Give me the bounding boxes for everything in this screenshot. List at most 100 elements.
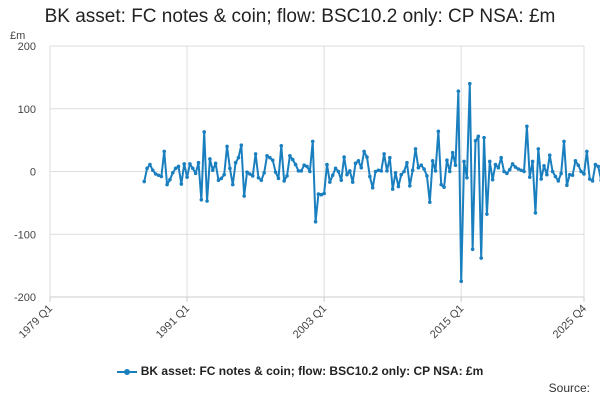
data-point [165,182,169,187]
y-tick-label: -200 [14,292,36,304]
data-point [450,150,455,155]
data-point [336,169,341,174]
y-tick-label: 100 [18,104,36,116]
data-point [362,149,366,154]
data-point [148,162,152,167]
data-point [476,134,481,139]
data-point [199,197,204,202]
data-point [462,159,466,164]
data-point [225,144,229,149]
data-point [342,155,346,159]
data-point [550,169,555,174]
data-point [359,165,364,170]
legend[interactable]: BK asset: FC notes & coin; flow: BSC10.2… [0,364,600,378]
data-point [145,166,149,171]
data-point [513,165,518,169]
data-point [248,172,252,176]
data-point [365,155,369,159]
data-point [296,169,301,173]
data-point [576,163,581,168]
data-point [185,175,189,179]
data-point [559,171,563,176]
data-point [256,175,261,180]
series-group [142,81,600,284]
data-point [293,162,298,167]
data-point [176,164,181,169]
data-point [573,159,578,163]
data-point [496,165,501,170]
data-point [159,174,164,179]
data-point [525,124,529,129]
data-point [510,162,515,166]
data-point [368,174,372,179]
data-point [430,159,435,163]
data-point [428,200,432,205]
data-point [259,178,264,183]
data-point [570,173,575,178]
data-point [590,179,595,183]
data-point [313,219,318,224]
data-point [416,165,421,170]
data-point [151,168,155,173]
x-tick-label: 2003 Q1 [291,303,329,341]
data-point [285,174,289,178]
data-point [499,155,503,160]
data-point [345,172,349,177]
data-point [196,160,201,165]
data-point [325,162,329,167]
data-point [593,162,598,167]
data-point [290,157,295,162]
data-point [473,138,478,143]
data-point [425,174,429,178]
data-point [408,184,412,188]
data-point [507,167,512,172]
data-point [382,152,386,156]
data-point [370,186,375,190]
data-point [250,174,255,178]
data-point [527,175,532,179]
data-point [182,162,187,166]
data-point [456,89,461,93]
data-point [328,180,332,184]
data-point [579,169,583,174]
data-point [482,135,486,140]
data-point [536,147,541,151]
data-point [587,177,592,181]
data-point [322,191,326,196]
data-point [339,178,344,183]
data-point [319,192,324,197]
y-tick-label: 200 [18,41,36,53]
data-point [522,169,526,174]
data-point [373,169,378,174]
y-axis: -200 -100 0 100 200 [14,41,36,304]
data-point [356,159,361,163]
data-point [310,139,315,144]
data-point [385,169,389,173]
data-point [467,81,472,86]
data-point [230,182,235,187]
data-point [545,172,549,177]
data-point [288,154,292,158]
data-point [567,172,572,177]
data-point [553,174,558,179]
data-point [502,169,506,174]
data-point [188,162,192,166]
legend-swatch [116,367,137,377]
data-point [393,170,398,175]
data-point [282,179,286,183]
data-point [439,182,444,187]
source-label[interactable]: Source: [548,381,590,395]
data-point [299,169,304,173]
data-point [556,179,561,183]
data-point [222,172,226,177]
data-point [353,161,358,166]
y-tick-label: 0 [30,167,36,179]
data-point [585,149,589,154]
data-point [156,173,161,178]
x-tick-label: 1979 Q1 [17,303,55,341]
data-point [216,178,221,183]
data-point [459,279,464,284]
data-point [276,176,281,181]
data-point [485,212,489,216]
